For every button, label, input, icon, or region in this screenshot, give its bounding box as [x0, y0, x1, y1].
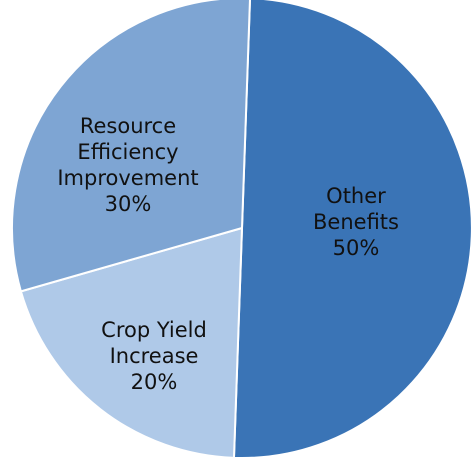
- pie-slice-label-line: Other: [326, 184, 386, 208]
- pie-slice-label-line: Crop Yield: [101, 318, 207, 342]
- pie-slice: [19, 226, 244, 459]
- pie-slice-label: Resource Efficiency Improvement 30%: [57, 114, 198, 216]
- pie-slice-label-line: Benefits: [313, 210, 399, 234]
- pie-slice-label-line: 20%: [131, 370, 178, 394]
- pie-slice-label: Crop Yield Increase 20%: [101, 318, 207, 394]
- pie-slice-label-line: 50%: [333, 236, 380, 260]
- pie-slice: [11, 0, 251, 293]
- pie-slice-label-line: Increase: [110, 344, 199, 368]
- pie-slice-label-line: Resource: [80, 114, 176, 138]
- pie-slice-label-line: Efficiency: [77, 140, 178, 164]
- pie-slice-label-line: Improvement: [57, 166, 198, 190]
- pie-slice-label-line: 30%: [105, 192, 152, 216]
- pie-slice-label: Other Benefits 50%: [313, 184, 399, 260]
